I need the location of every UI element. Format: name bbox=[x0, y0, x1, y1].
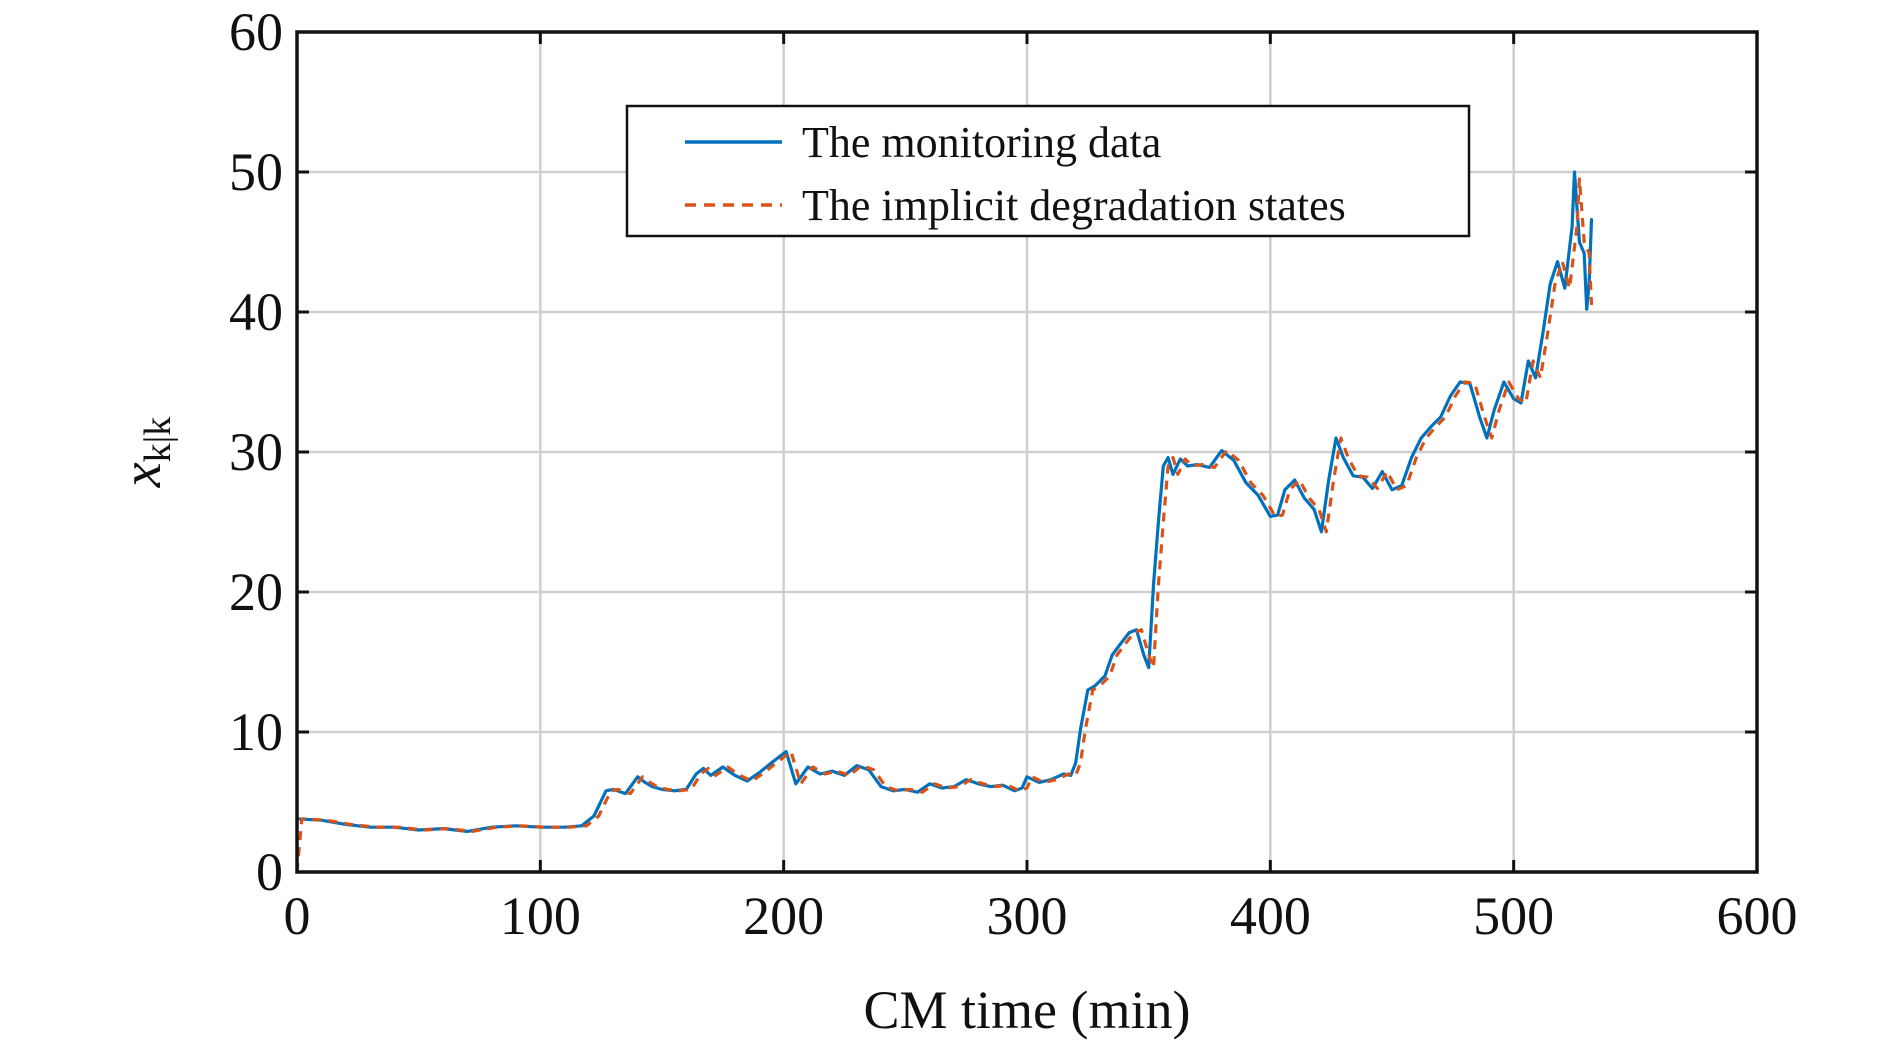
y-tick-label: 0 bbox=[256, 842, 283, 902]
x-axis-title: CM time (min) bbox=[864, 980, 1191, 1040]
x-tick-label: 500 bbox=[1473, 886, 1554, 946]
legend-label-monitoring-data: The monitoring data bbox=[802, 118, 1161, 167]
tick-marks bbox=[295, 30, 1759, 874]
y-axis-title-subscript: k|k bbox=[137, 417, 179, 463]
x-tick-label: 600 bbox=[1717, 886, 1798, 946]
legend-label-implicit-degradation-states: The implicit degradation states bbox=[802, 181, 1346, 230]
y-tick-label: 30 bbox=[229, 422, 283, 482]
legend: The monitoring data The implicit degrada… bbox=[625, 104, 1471, 238]
x-tick-label: 100 bbox=[500, 886, 581, 946]
y-axis-title: xk|k bbox=[111, 417, 179, 488]
x-tick-label: 300 bbox=[987, 886, 1068, 946]
x-tick-label: 400 bbox=[1230, 886, 1311, 946]
y-tick-label: 40 bbox=[229, 282, 283, 342]
y-tick-label: 60 bbox=[229, 2, 283, 62]
legend-box bbox=[625, 104, 1471, 238]
series-lines bbox=[295, 170, 1594, 873]
y-tick-labels: 0 10 20 30 40 50 60 bbox=[229, 2, 283, 902]
svg-text:xk|k: xk|k bbox=[111, 417, 179, 488]
y-tick-label: 10 bbox=[229, 702, 283, 762]
x-tick-label: 200 bbox=[743, 886, 824, 946]
series-line-implicit-degradation-states bbox=[295, 177, 1594, 873]
y-axis-title-main: x bbox=[111, 462, 173, 488]
y-tick-label: 20 bbox=[229, 562, 283, 622]
x-tick-labels: 0 100 200 300 400 500 600 bbox=[284, 886, 1798, 946]
y-tick-label: 50 bbox=[229, 142, 283, 202]
x-tick-label: 0 bbox=[284, 886, 311, 946]
